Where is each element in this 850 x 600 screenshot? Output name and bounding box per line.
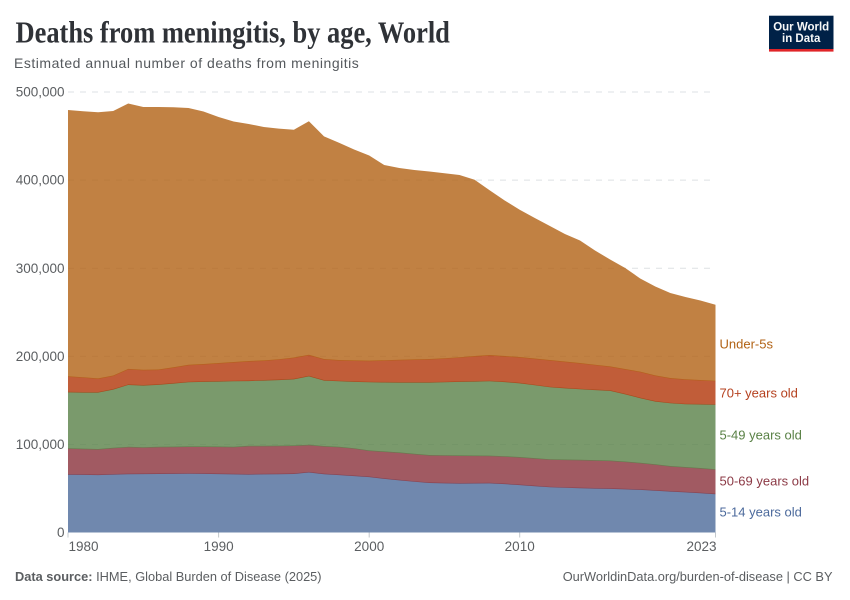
svg-text:1990: 1990 xyxy=(204,539,234,554)
svg-text:2000: 2000 xyxy=(354,539,384,554)
svg-text:Data source: IHME, Global Burd: Data source: IHME, Global Burden of Dise… xyxy=(15,569,322,584)
svg-text:5-49 years old: 5-49 years old xyxy=(720,427,802,442)
svg-text:0: 0 xyxy=(57,525,65,540)
svg-text:Estimated annual number of dea: Estimated annual number of deaths from m… xyxy=(14,55,359,71)
svg-text:1980: 1980 xyxy=(69,539,99,554)
svg-text:300,000: 300,000 xyxy=(16,261,65,276)
svg-text:Under-5s: Under-5s xyxy=(720,336,774,351)
svg-text:200,000: 200,000 xyxy=(16,349,65,364)
svg-text:OurWorldinData.org/burden-of-d: OurWorldinData.org/burden-of-disease | C… xyxy=(563,569,833,584)
svg-text:70+ years old: 70+ years old xyxy=(720,386,798,401)
svg-text:Deaths from meningitis, by age: Deaths from meningitis, by age, World xyxy=(16,15,450,49)
svg-text:in Data: in Data xyxy=(782,33,821,45)
svg-text:100,000: 100,000 xyxy=(16,437,65,452)
svg-text:500,000: 500,000 xyxy=(16,85,65,100)
svg-text:5-14 years old: 5-14 years old xyxy=(720,504,802,519)
svg-text:400,000: 400,000 xyxy=(16,173,65,188)
svg-text:Our World: Our World xyxy=(773,22,829,34)
svg-text:50-69 years old: 50-69 years old xyxy=(720,473,810,488)
svg-text:2023: 2023 xyxy=(686,539,716,554)
svg-text:2010: 2010 xyxy=(505,539,535,554)
